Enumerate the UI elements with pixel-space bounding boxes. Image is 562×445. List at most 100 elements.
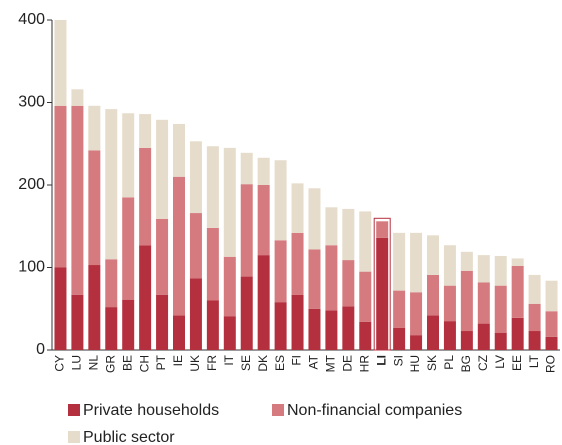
x-tick-label: HR <box>357 355 371 373</box>
bar-segment <box>427 235 439 275</box>
x-tick-label: GR <box>103 355 117 373</box>
bar-segment <box>460 331 473 350</box>
bar-segment <box>308 308 321 350</box>
x-tick-label: CY <box>53 355 67 372</box>
bar-segment <box>122 197 135 300</box>
bar-segment <box>545 280 558 312</box>
bar-segment <box>325 245 338 311</box>
bar-segment <box>511 258 524 266</box>
x-tick-label: MT <box>324 354 338 372</box>
bar-segment <box>54 267 67 350</box>
bar-segment <box>122 113 135 198</box>
bar-segment <box>206 300 219 350</box>
bar-segment <box>156 119 169 219</box>
bar-segment <box>528 303 541 332</box>
bar-segment <box>494 285 507 333</box>
legend-label: Non-financial companies <box>287 402 462 419</box>
bar-segment <box>342 306 355 350</box>
bar-segment <box>359 211 372 272</box>
y-tick-label: 100 <box>18 259 45 276</box>
bar-segment <box>122 299 135 350</box>
x-tick-label: FR <box>205 355 219 371</box>
x-tick-label: AT <box>307 354 321 369</box>
bar-segment <box>71 294 84 350</box>
x-tick-label: DK <box>256 355 270 372</box>
bar-segment <box>545 336 558 350</box>
bar-segment <box>342 260 355 307</box>
bar-segment <box>325 310 338 350</box>
x-tick-label: UK <box>188 355 202 372</box>
x-tick-label: SE <box>239 355 253 371</box>
bar-segment <box>88 150 101 266</box>
bar-segment <box>410 292 423 336</box>
bar-segment <box>139 147 152 246</box>
bar-segment <box>511 265 524 318</box>
bar-segment <box>359 321 372 350</box>
legend-label: Private households <box>83 402 219 419</box>
bar-segment <box>427 274 439 316</box>
bar-segment <box>528 331 541 350</box>
x-tick-label: SK <box>425 355 439 371</box>
bar-segment <box>443 321 456 350</box>
x-tick-label: PL <box>442 355 456 370</box>
bar-segment <box>359 271 372 322</box>
bar-segment <box>206 227 219 301</box>
x-tick-label: NL <box>87 355 101 371</box>
highlight-box <box>373 217 391 351</box>
legend-swatch <box>68 404 80 416</box>
bar-segment <box>443 245 456 286</box>
y-tick-label: 0 <box>36 341 45 358</box>
bar-segment <box>308 188 321 250</box>
bar-segment <box>240 152 253 185</box>
bar-segment <box>308 249 321 309</box>
bar-segment <box>342 208 355 261</box>
x-tick-label: LT <box>527 354 541 368</box>
bar-segment <box>156 218 169 295</box>
bar-segment <box>105 109 118 260</box>
bar-segment <box>206 146 219 228</box>
x-tick-label: HU <box>408 355 422 372</box>
bar-segment <box>274 302 287 350</box>
bar-segment <box>257 157 270 185</box>
bar-segment <box>139 245 152 350</box>
bar-segment <box>105 307 118 350</box>
y-tick-label: 200 <box>18 176 45 193</box>
bar-segment <box>376 221 389 238</box>
bar-segment <box>291 294 304 350</box>
bar-segment <box>54 20 67 106</box>
bar-segment <box>477 255 490 283</box>
bar-segment <box>545 311 558 337</box>
bar-segment <box>528 274 541 304</box>
x-tick-label: ES <box>273 355 287 371</box>
x-tick-label: EE <box>510 355 524 371</box>
bar-segment <box>189 141 202 214</box>
bar-segment <box>494 255 507 286</box>
x-tick-label: BE <box>120 355 134 371</box>
bar-segment <box>240 276 253 350</box>
bar-segment <box>325 207 338 246</box>
x-tick-label: LI <box>374 355 388 366</box>
bar-segment <box>511 317 524 350</box>
x-tick-label: LU <box>70 355 84 370</box>
y-tick-label: 300 <box>18 94 45 111</box>
bar-segment <box>223 316 236 350</box>
x-tick-label: PT <box>154 354 168 370</box>
legend-label: Public sector <box>83 429 175 445</box>
y-tick-label: 400 <box>18 11 45 28</box>
x-tick-label: CH <box>137 355 151 372</box>
bar-segment <box>443 285 456 322</box>
bar-segment <box>291 232 304 295</box>
x-tick-label: BG <box>459 355 473 372</box>
legend-swatch <box>272 404 284 416</box>
bar-segment <box>427 315 439 350</box>
bar-segment <box>156 294 169 350</box>
bar-segment <box>71 89 84 106</box>
bar-segment <box>173 123 185 177</box>
x-tick-label: SI <box>391 355 405 366</box>
bar-segment <box>376 237 389 350</box>
bar-segment <box>393 232 406 291</box>
x-tick-label: IT <box>222 354 236 365</box>
bar-segment <box>223 256 236 317</box>
bar-segment <box>71 105 84 295</box>
bar-segment <box>410 232 423 293</box>
